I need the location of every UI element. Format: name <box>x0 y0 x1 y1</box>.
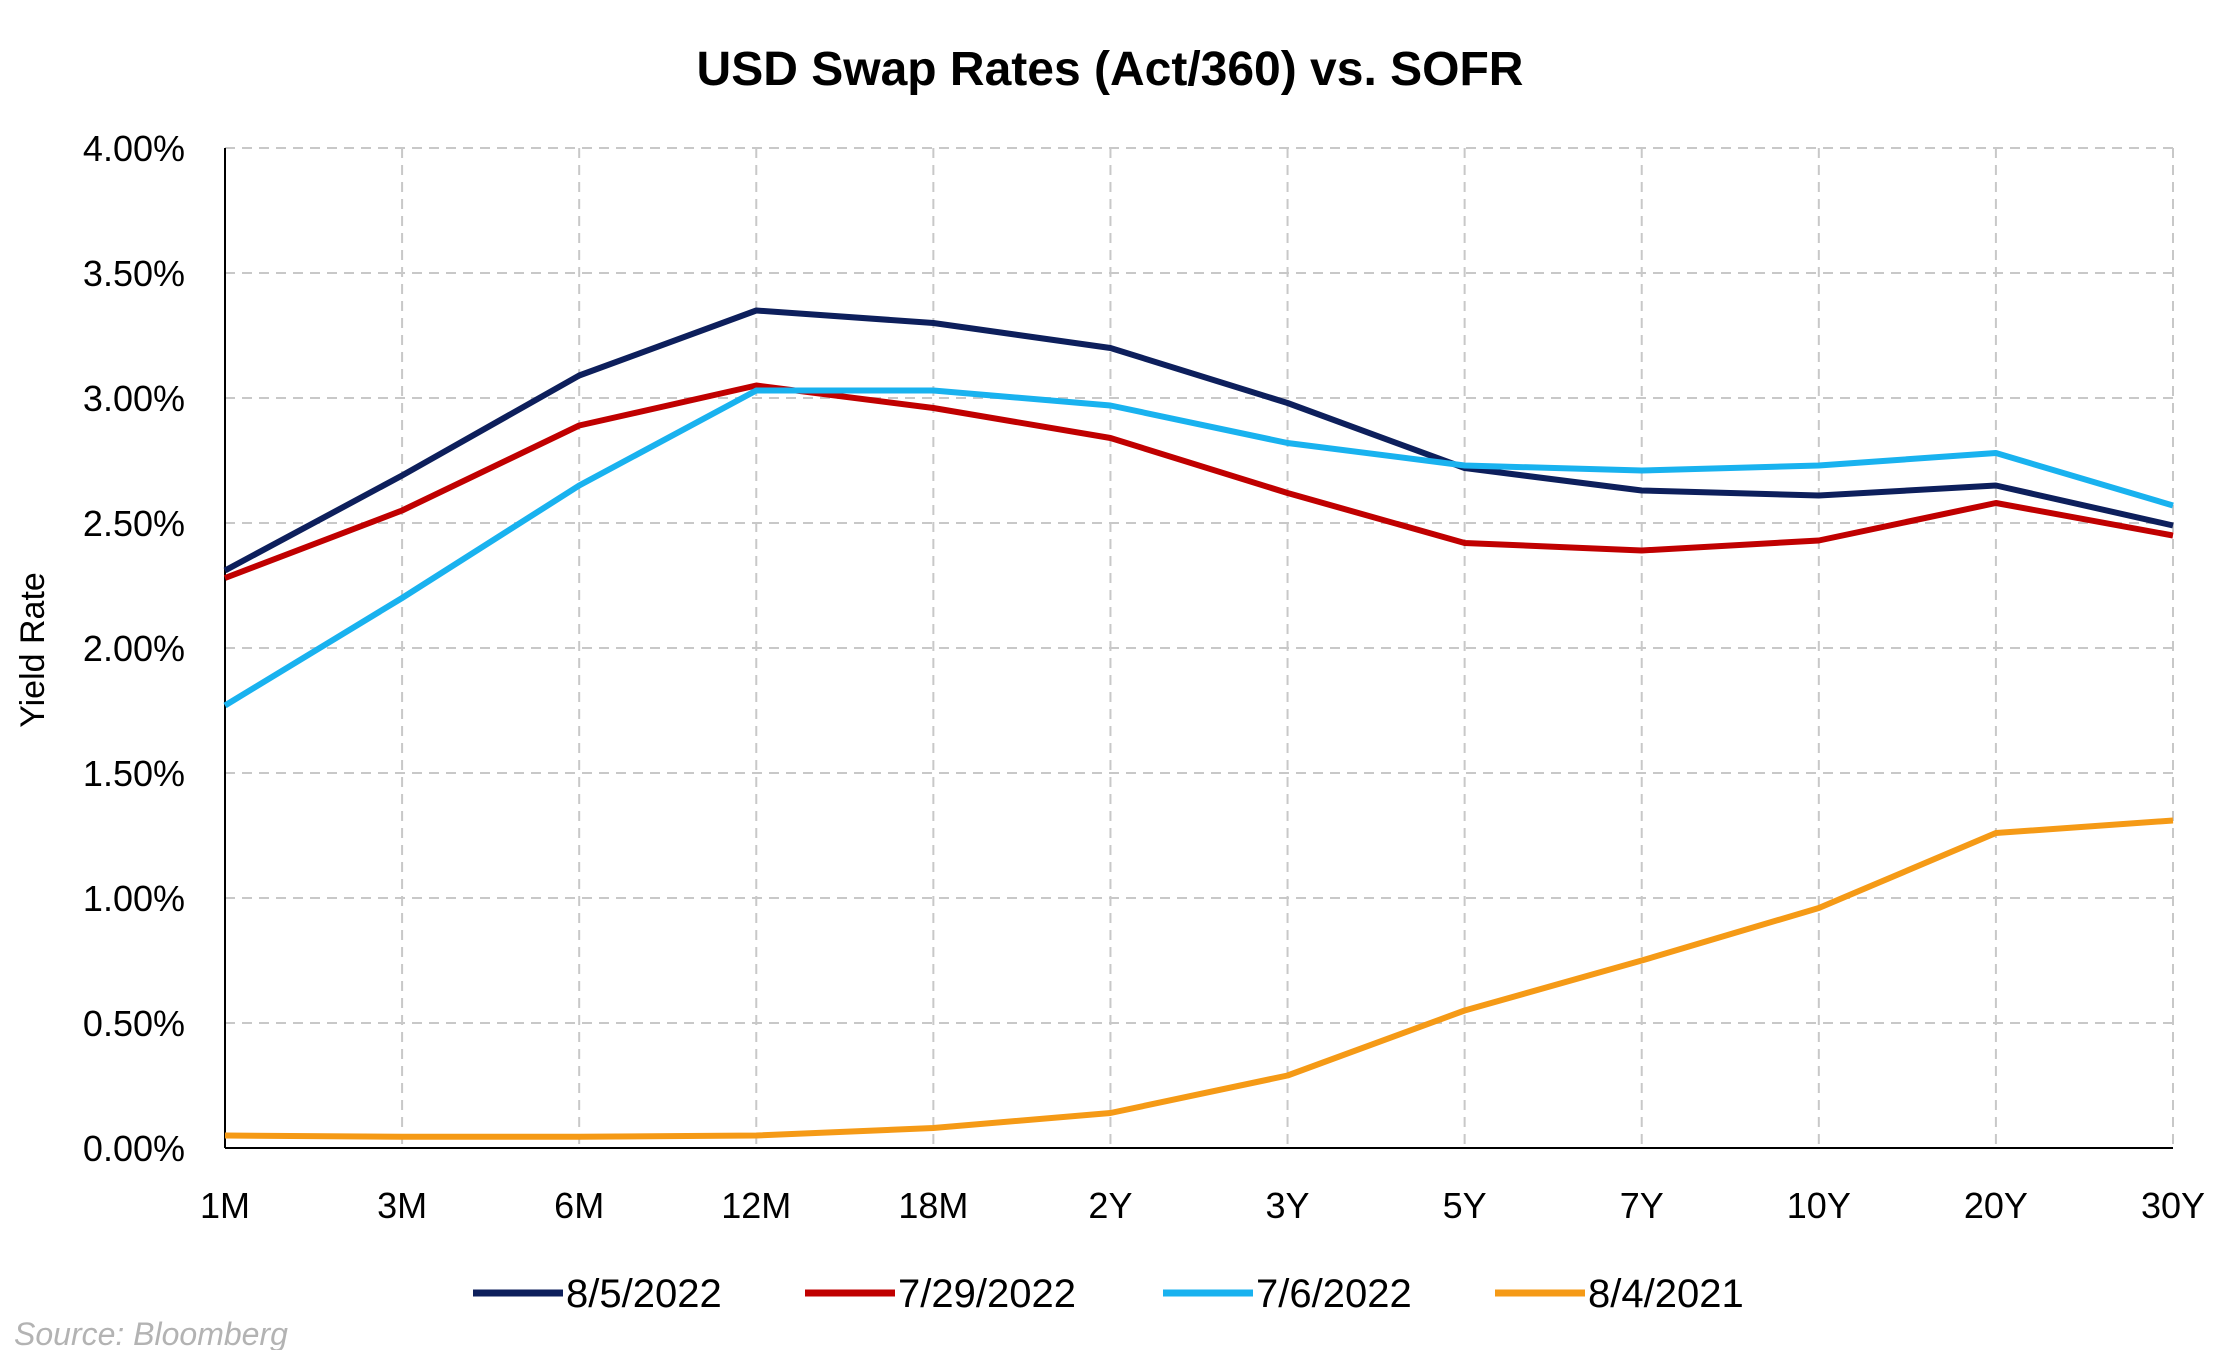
chart-title: USD Swap Rates (Act/360) vs. SOFR <box>697 43 1524 96</box>
x-tick-label: 1M <box>200 1185 250 1226</box>
x-tick-label: 3M <box>377 1185 427 1226</box>
y-tick-label: 0.50% <box>83 1003 185 1044</box>
legend-label: 8/4/2021 <box>1588 1272 1744 1316</box>
y-tick-label: 1.00% <box>83 878 185 919</box>
x-tick-labels: 1M 3M 6M 12M 18M 2Y 3Y 5Y 7Y 10Y 20Y 30Y <box>200 1185 2205 1226</box>
series-line-8/4/2021 <box>224 817 2174 1140</box>
x-tick-label: 30Y <box>2141 1185 2205 1226</box>
x-tick-label: 2Y <box>1088 1185 1132 1226</box>
y-tick-label: 4.00% <box>83 128 185 169</box>
y-tick-label: 2.50% <box>83 503 185 544</box>
legend-label: 7/29/2022 <box>898 1272 1076 1316</box>
x-tick-label: 3Y <box>1266 1185 1310 1226</box>
x-tick-label: 18M <box>898 1185 968 1226</box>
y-tick-label: 1.50% <box>83 753 185 794</box>
y-tick-label: 2.00% <box>83 628 185 669</box>
x-tick-label: 12M <box>721 1185 791 1226</box>
y-tick-label: 3.50% <box>83 253 185 294</box>
y-axis-title: Yield Rate <box>14 572 52 728</box>
series-line-8/5/2022 <box>223 307 2174 574</box>
x-tick-label: 7Y <box>1620 1185 1664 1226</box>
x-tick-label: 6M <box>554 1185 604 1226</box>
series-lines <box>223 307 2174 1140</box>
legend: 8/5/2022 7/29/2022 7/6/2022 8/4/2021 <box>473 1272 1744 1316</box>
source-note: Source: Bloomberg <box>14 1316 288 1350</box>
series-line-7/6/2022 <box>223 387 2174 709</box>
axes <box>224 148 2173 1149</box>
y-tick-labels: 0.00% 0.50% 1.00% 1.50% 2.00% 2.50% 3.00% 3.50%… <box>83 128 185 1169</box>
x-tick-label: 10Y <box>1787 1185 1851 1226</box>
x-tick-label: 20Y <box>1964 1185 2028 1226</box>
x-tick-label: 5Y <box>1443 1185 1487 1226</box>
legend-label: 8/5/2022 <box>566 1272 722 1316</box>
y-tick-label: 3.00% <box>83 378 185 419</box>
grid <box>225 147 2174 1148</box>
y-tick-label: 0.00% <box>83 1128 185 1169</box>
legend-label: 7/6/2022 <box>1256 1272 1412 1316</box>
series-line-7/29/2022 <box>223 382 2174 581</box>
